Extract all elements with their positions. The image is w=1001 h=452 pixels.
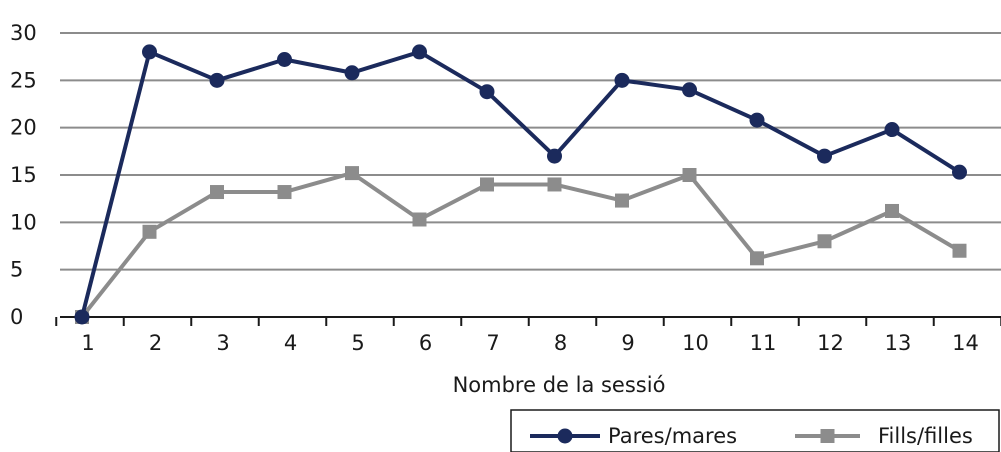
point-fills-filles [952,243,967,258]
point-fills-filles [885,203,899,218]
x-tick-label: 12 [817,331,844,355]
point-pares-mares [209,72,225,88]
point-fills-filles [142,224,157,239]
y-tick-label: 20 [10,116,37,140]
x-tick-label: 14 [952,331,979,355]
x-tick-label: 13 [885,331,912,355]
legend-box [510,409,1000,452]
point-pares-mares [952,164,967,180]
point-fills-filles [277,185,292,200]
x-tick-label: 2 [149,331,162,355]
y-tick-label: 25 [10,68,37,92]
legend-marker-fills-filles [820,429,835,443]
x-tick-label: 8 [554,331,567,355]
x-tick-label: 3 [216,331,229,355]
x-tick-label: 9 [621,331,634,355]
point-pares-mares [884,122,900,138]
point-pares-mares [817,148,832,164]
point-pares-mares [277,52,292,68]
point-fills-filles [682,168,697,182]
x-axis-label: Nombre de la sessió [453,373,666,397]
series-layer [74,44,967,325]
point-fills-filles [210,185,224,200]
point-fills-filles [750,251,764,266]
point-fills-filles [615,193,629,208]
x-tick-labels: 1 2 3 4 5 6 7 8 9 10 11 12 13 14 [81,331,979,355]
point-pares-mares [412,44,427,60]
point-pares-mares [142,44,157,60]
y-tick-labels: 0 5 10 15 20 25 30 [10,21,37,329]
legend-label-fills-filles: Fills/filles [878,424,973,448]
x-tick-label: 10 [682,331,709,355]
point-pares-mares [682,82,697,98]
y-tick-label: 0 [10,305,23,329]
y-tick-label: 30 [10,21,37,45]
x-tick-label: 6 [419,331,432,355]
point-pares-mares [74,309,90,325]
x-tick-label: 11 [750,331,777,355]
y-tick-label: 10 [10,210,37,234]
point-pares-mares [614,72,630,88]
point-fills-filles [480,177,494,192]
point-fills-filles [412,212,427,227]
x-axis [55,316,1001,326]
point-pares-mares [479,84,495,100]
point-pares-mares [344,65,360,81]
x-tick-label: 5 [351,331,364,355]
point-pares-mares [547,148,562,164]
legend-marker-pares-mares [557,428,573,444]
legend-label-pares-mares: Pares/mares [608,424,737,448]
legend: Pares/mares Fills/filles [510,409,1000,452]
x-tick-label: 7 [486,331,499,355]
point-fills-filles [547,177,562,192]
gridlines [60,32,1001,271]
x-tick-label: 4 [284,331,297,355]
series-line-fills-filles [80,171,961,319]
point-fills-filles [817,234,832,249]
y-tick-label: 15 [10,163,37,187]
series-line-pares-mares [80,49,961,318]
point-fills-filles [345,166,359,181]
point-pares-mares [749,112,765,128]
x-tick-label: 1 [81,331,94,355]
y-tick-label: 5 [10,258,23,282]
